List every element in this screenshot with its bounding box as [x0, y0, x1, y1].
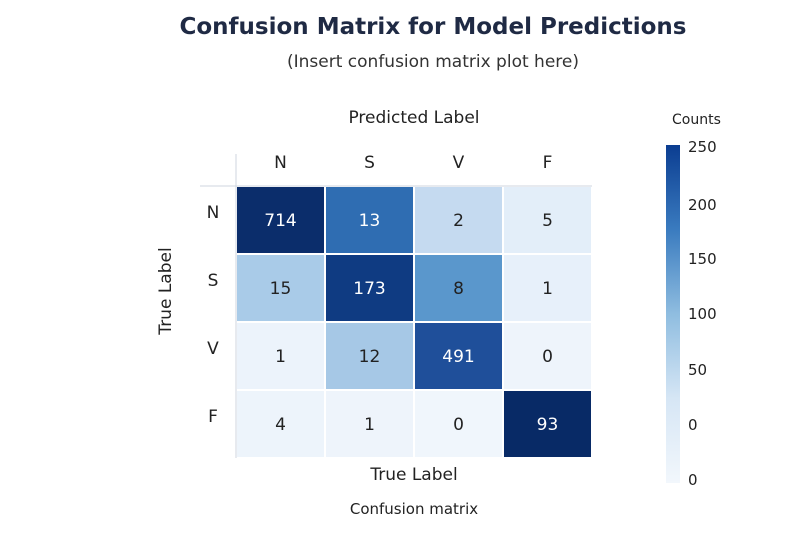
cell-value-label: 0 — [542, 347, 553, 367]
colorbar-tick-label: 150 — [688, 250, 717, 268]
x-axis-title: Predicted Label — [348, 108, 480, 128]
chart-title: Confusion Matrix for Model Predictions — [179, 14, 687, 40]
cell-value-label: 2 — [453, 211, 464, 231]
chart-subtitle: (Insert confusion matrix plot here) — [287, 52, 579, 72]
heatmap-cell — [413, 253, 504, 323]
colorbar-tick-label: 250 — [688, 138, 717, 156]
heatmap-cell — [502, 253, 593, 323]
heatmap-cell — [502, 185, 593, 255]
heatmap-cell — [235, 321, 326, 391]
cell-value-label: 173 — [353, 279, 385, 299]
heatmap-cell — [324, 389, 415, 459]
cell-value-label: 15 — [270, 279, 292, 299]
colorbar-tick-label: 100 — [688, 305, 717, 323]
cell-value-label: 4 — [275, 415, 286, 435]
cell-value-label: 714 — [264, 211, 296, 231]
y-tick-label: N — [207, 203, 220, 223]
colorbar-tick-label: 0 — [688, 471, 698, 489]
cell-value-label: 5 — [542, 211, 553, 231]
cell-value-label: 1 — [275, 347, 286, 367]
cell-value-label: 12 — [359, 347, 381, 367]
cell-value-label: 13 — [359, 211, 381, 231]
x-tick-label: V — [453, 153, 465, 173]
heatmap-cell — [413, 389, 504, 459]
y-tick-label: F — [208, 407, 218, 427]
bottom-axis-label: True Label — [370, 465, 458, 485]
colorbar — [666, 145, 680, 483]
cell-value-label: 1 — [542, 279, 553, 299]
heatmap-cell — [502, 321, 593, 391]
x-tick-label: S — [364, 153, 375, 173]
cell-value-label: 491 — [442, 347, 474, 367]
figure-caption: Confusion matrix — [349, 500, 479, 518]
heatmap-cell — [502, 389, 593, 459]
heatmap-cell — [413, 321, 504, 391]
colorbar-title: Counts — [672, 112, 721, 128]
cell-value-label: 1 — [364, 415, 375, 435]
colorbar-tick-label: 50 — [688, 361, 708, 379]
cell-value-label: 8 — [453, 279, 464, 299]
x-tick-label: N — [274, 153, 287, 173]
x-tick-label: F — [543, 153, 553, 173]
y-tick-label: S — [208, 271, 219, 291]
colorbar-tick-label: 0 — [688, 416, 698, 434]
y-tick-label: V — [207, 339, 219, 359]
cell-value-label: 93 — [537, 415, 559, 435]
cell-value-label: 0 — [453, 415, 464, 435]
colorbar-tick-label: 200 — [688, 196, 717, 214]
